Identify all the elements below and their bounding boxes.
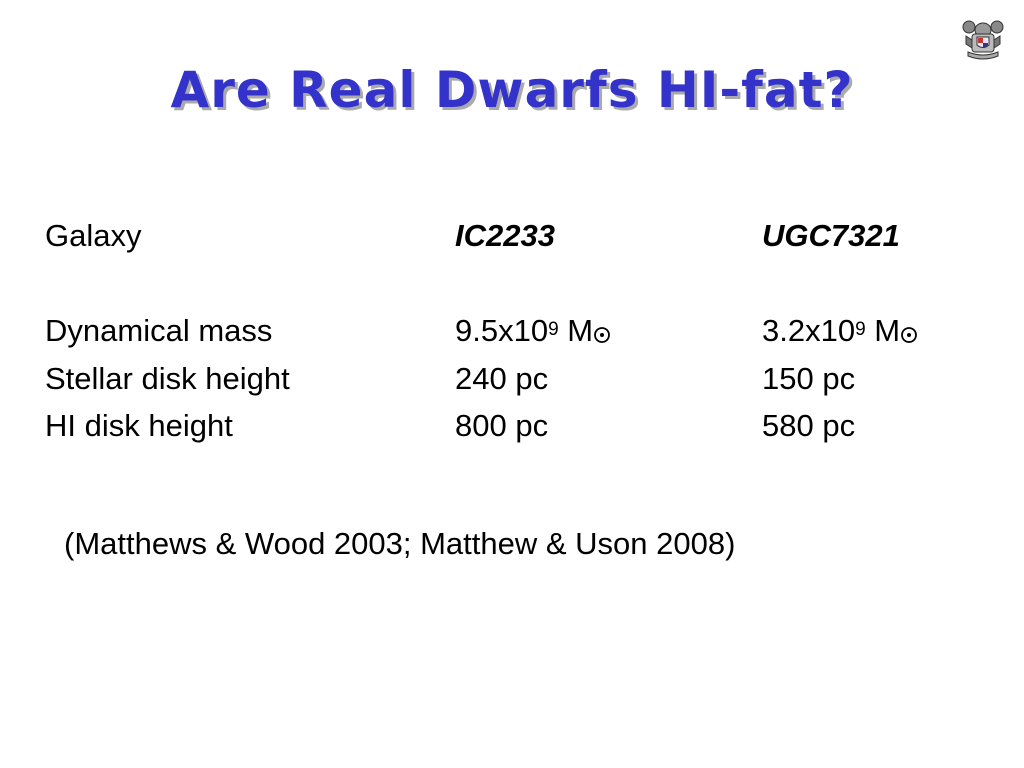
dynamical-mass-value-1: 9.5x109 M [455,311,611,351]
dynamical-mass-value-2: 3.2x109 M [762,311,918,351]
row-label: Dynamical mass [45,313,273,348]
row-label: Stellar disk height [45,361,290,396]
mass-exponent: 9 [548,319,559,340]
table-row: Stellar disk height 240 pc 150 pc [0,359,1024,399]
reference-citation: (Matthews & Wood 2003; Matthew & Uson 20… [64,526,736,561]
solar-mass-symbol-icon [593,314,611,343]
solar-mass-symbol-icon [900,314,918,343]
mass-unit: M [865,313,901,348]
mass-mantissa: 9.5x10 [455,313,549,348]
slide-title: Are Real Dwarfs HI-fat? [170,61,854,119]
institution-crest-icon [960,18,1006,62]
hi-disk-height-value-2: 580 pc [762,408,856,443]
stellar-disk-height-value-1: 240 pc [455,361,549,396]
mass-mantissa: 3.2x10 [762,313,856,348]
row-label: Galaxy [45,218,142,253]
table-header-row: Galaxy IC2233 UGC7321 [0,216,1024,256]
table-row: HI disk height 800 pc 580 pc [0,406,1024,446]
mass-exponent: 9 [855,319,866,340]
mass-unit: M [558,313,594,348]
row-label: HI disk height [45,408,233,443]
hi-disk-height-value-1: 800 pc [455,408,549,443]
galaxy-name-ugc7321: UGC7321 [762,218,900,253]
table-row: Dynamical mass 9.5x109 M 3.2x109 M [0,311,1024,351]
stellar-disk-height-value-2: 150 pc [762,361,856,396]
galaxy-name-ic2233: IC2233 [455,218,555,253]
